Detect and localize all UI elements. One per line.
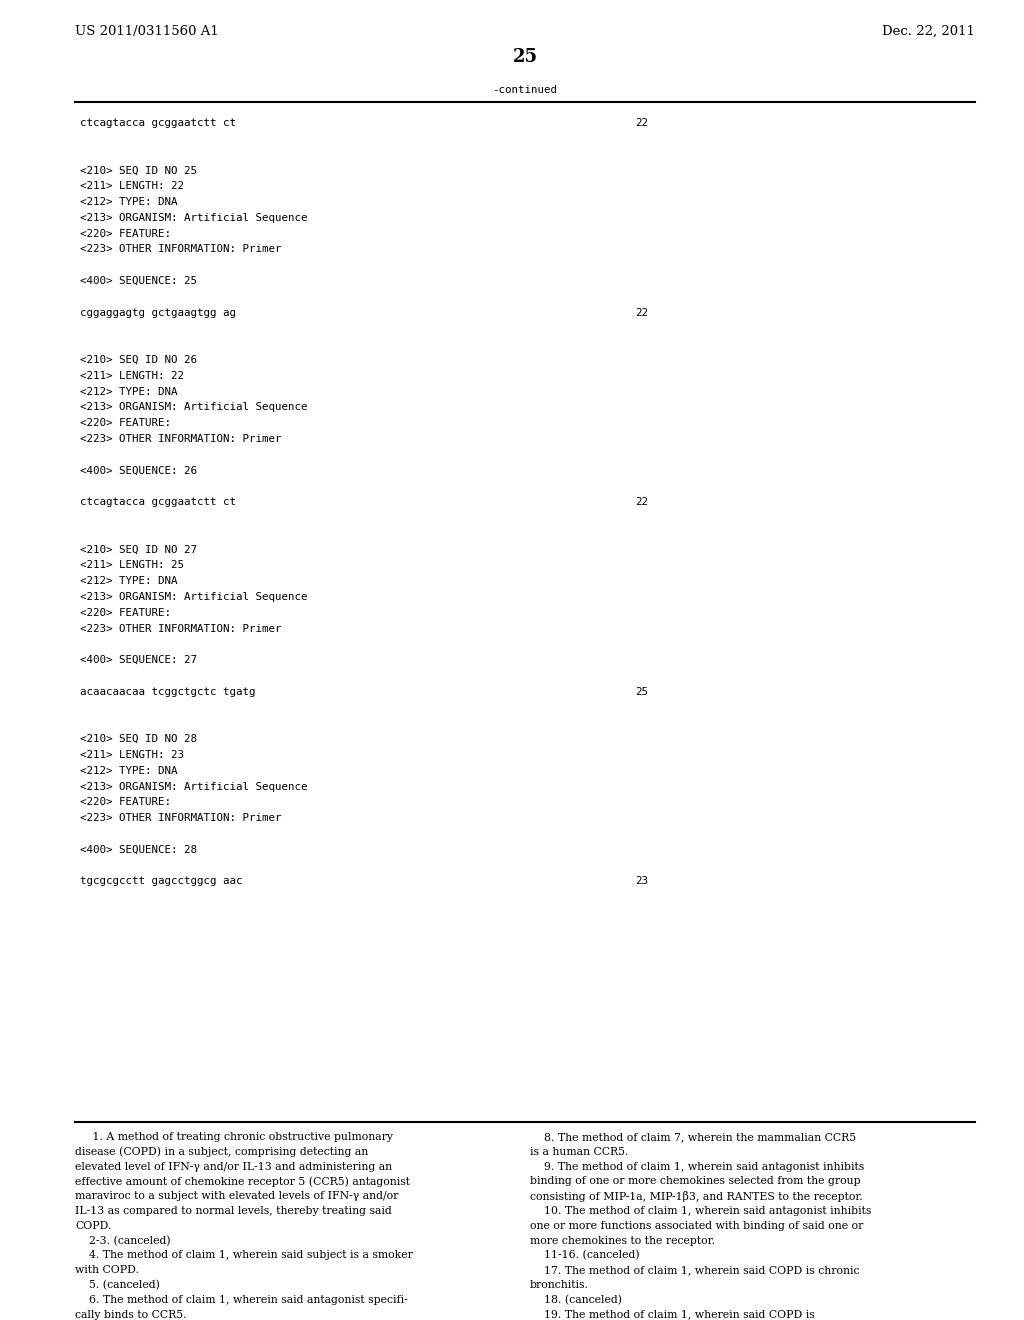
Text: 4. The method of claim 1, wherein said subject is a smoker: 4. The method of claim 1, wherein said s… <box>75 1250 413 1261</box>
Text: 22: 22 <box>635 308 648 318</box>
Text: <210> SEQ ID NO 26: <210> SEQ ID NO 26 <box>80 355 197 366</box>
Text: one or more functions associated with binding of said one or: one or more functions associated with bi… <box>530 1221 863 1230</box>
Text: ctcagtacca gcggaatctt ct: ctcagtacca gcggaatctt ct <box>80 498 236 507</box>
Text: 11-16. (canceled): 11-16. (canceled) <box>530 1250 640 1261</box>
Text: maraviroc to a subject with elevated levels of IFN-γ and/or: maraviroc to a subject with elevated lev… <box>75 1191 398 1201</box>
Text: <220> FEATURE:: <220> FEATURE: <box>80 418 171 428</box>
Text: <213> ORGANISM: Artificial Sequence: <213> ORGANISM: Artificial Sequence <box>80 781 307 792</box>
Text: <211> LENGTH: 23: <211> LENGTH: 23 <box>80 750 184 760</box>
Text: <213> ORGANISM: Artificial Sequence: <213> ORGANISM: Artificial Sequence <box>80 403 307 412</box>
Text: US 2011/0311560 A1: US 2011/0311560 A1 <box>75 25 219 38</box>
Text: 1. A method of treating chronic obstructive pulmonary: 1. A method of treating chronic obstruct… <box>75 1133 393 1142</box>
Text: <400> SEQUENCE: 25: <400> SEQUENCE: 25 <box>80 276 197 286</box>
Text: <223> OTHER INFORMATION: Primer: <223> OTHER INFORMATION: Primer <box>80 623 282 634</box>
Text: 25: 25 <box>512 48 538 66</box>
Text: <400> SEQUENCE: 26: <400> SEQUENCE: 26 <box>80 466 197 475</box>
Text: <220> FEATURE:: <220> FEATURE: <box>80 228 171 239</box>
Text: <212> TYPE: DNA: <212> TYPE: DNA <box>80 387 177 396</box>
Text: cggaggagtg gctgaagtgg ag: cggaggagtg gctgaagtgg ag <box>80 308 236 318</box>
Text: tgcgcgcctt gagcctggcg aac: tgcgcgcctt gagcctggcg aac <box>80 876 243 887</box>
Text: <400> SEQUENCE: 27: <400> SEQUENCE: 27 <box>80 655 197 665</box>
Text: <220> FEATURE:: <220> FEATURE: <box>80 607 171 618</box>
Text: 23: 23 <box>635 876 648 887</box>
Text: binding of one or more chemokines selected from the group: binding of one or more chemokines select… <box>530 1176 860 1187</box>
Text: elevated level of IFN-γ and/or IL-13 and administering an: elevated level of IFN-γ and/or IL-13 and… <box>75 1162 392 1172</box>
Text: 18. (canceled): 18. (canceled) <box>530 1295 622 1305</box>
Text: <212> TYPE: DNA: <212> TYPE: DNA <box>80 766 177 776</box>
Text: 8. The method of claim 7, wherein the mammalian CCR5: 8. The method of claim 7, wherein the ma… <box>530 1133 856 1142</box>
Text: 5. (canceled): 5. (canceled) <box>75 1280 160 1291</box>
Text: 2-3. (canceled): 2-3. (canceled) <box>75 1236 171 1246</box>
Text: 22: 22 <box>635 117 648 128</box>
Text: <211> LENGTH: 25: <211> LENGTH: 25 <box>80 561 184 570</box>
Text: <223> OTHER INFORMATION: Primer: <223> OTHER INFORMATION: Primer <box>80 813 282 824</box>
Text: <211> LENGTH: 22: <211> LENGTH: 22 <box>80 181 184 191</box>
Text: 9. The method of claim 1, wherein said antagonist inhibits: 9. The method of claim 1, wherein said a… <box>530 1162 864 1172</box>
Text: disease (COPD) in a subject, comprising detecting an: disease (COPD) in a subject, comprising … <box>75 1147 369 1158</box>
Text: <223> OTHER INFORMATION: Primer: <223> OTHER INFORMATION: Primer <box>80 434 282 444</box>
Text: <223> OTHER INFORMATION: Primer: <223> OTHER INFORMATION: Primer <box>80 244 282 255</box>
Text: is a human CCR5.: is a human CCR5. <box>530 1147 629 1156</box>
Text: ctcagtacca gcggaatctt ct: ctcagtacca gcggaatctt ct <box>80 117 236 128</box>
Text: <220> FEATURE:: <220> FEATURE: <box>80 797 171 808</box>
Text: acaacaacaa tcggctgctc tgatg: acaacaacaa tcggctgctc tgatg <box>80 686 256 697</box>
Text: effective amount of chemokine receptor 5 (CCR5) antagonist: effective amount of chemokine receptor 5… <box>75 1176 410 1187</box>
Text: consisting of MIP-1a, MIP-1β3, and RANTES to the receptor.: consisting of MIP-1a, MIP-1β3, and RANTE… <box>530 1191 863 1203</box>
Text: <213> ORGANISM: Artificial Sequence: <213> ORGANISM: Artificial Sequence <box>80 591 307 602</box>
Text: -continued: -continued <box>493 84 557 95</box>
Text: 25: 25 <box>635 686 648 697</box>
Text: <210> SEQ ID NO 27: <210> SEQ ID NO 27 <box>80 545 197 554</box>
Text: COPD.: COPD. <box>75 1221 112 1230</box>
Text: bronchitis.: bronchitis. <box>530 1280 589 1290</box>
Text: <211> LENGTH: 22: <211> LENGTH: 22 <box>80 371 184 380</box>
Text: cally binds to CCR5.: cally binds to CCR5. <box>75 1309 186 1320</box>
Text: 17. The method of claim 1, wherein said COPD is chronic: 17. The method of claim 1, wherein said … <box>530 1265 859 1275</box>
Text: more chemokines to the receptor.: more chemokines to the receptor. <box>530 1236 715 1246</box>
Text: <210> SEQ ID NO 25: <210> SEQ ID NO 25 <box>80 165 197 176</box>
Text: 10. The method of claim 1, wherein said antagonist inhibits: 10. The method of claim 1, wherein said … <box>530 1206 871 1216</box>
Text: with COPD.: with COPD. <box>75 1265 139 1275</box>
Text: <400> SEQUENCE: 28: <400> SEQUENCE: 28 <box>80 845 197 855</box>
Text: 6. The method of claim 1, wherein said antagonist specifi-: 6. The method of claim 1, wherein said a… <box>75 1295 408 1304</box>
Text: Dec. 22, 2011: Dec. 22, 2011 <box>882 25 975 38</box>
Text: <212> TYPE: DNA: <212> TYPE: DNA <box>80 577 177 586</box>
Text: <212> TYPE: DNA: <212> TYPE: DNA <box>80 197 177 207</box>
Text: IL-13 as compared to normal levels, thereby treating said: IL-13 as compared to normal levels, ther… <box>75 1206 392 1216</box>
Text: 19. The method of claim 1, wherein said COPD is: 19. The method of claim 1, wherein said … <box>530 1309 815 1320</box>
Text: <213> ORGANISM: Artificial Sequence: <213> ORGANISM: Artificial Sequence <box>80 213 307 223</box>
Text: <210> SEQ ID NO 28: <210> SEQ ID NO 28 <box>80 734 197 744</box>
Text: 22: 22 <box>635 498 648 507</box>
